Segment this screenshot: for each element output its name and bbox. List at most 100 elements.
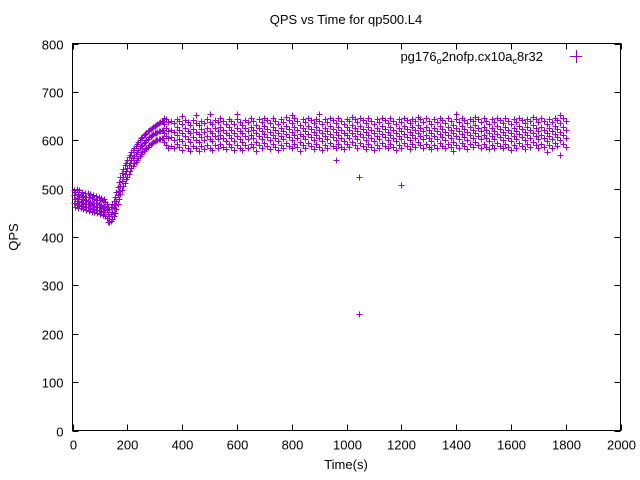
- data-point-marker: [308, 126, 315, 133]
- data-point-marker: [308, 117, 315, 124]
- data-point-marker: [196, 139, 203, 146]
- data-point-marker: [228, 118, 235, 125]
- data-point-marker: [385, 145, 392, 152]
- data-point-marker: [549, 136, 556, 143]
- data-point-marker: [500, 120, 507, 127]
- data-point-marker: [412, 135, 419, 142]
- data-point-marker: [428, 146, 435, 153]
- data-point-marker: [256, 116, 263, 123]
- data-point-marker: [215, 128, 222, 135]
- data-point-marker: [541, 118, 548, 125]
- data-point-marker: [201, 129, 208, 136]
- data-point-marker: [286, 117, 293, 124]
- data-point-marker: [161, 121, 168, 128]
- data-point-marker: [253, 139, 260, 146]
- data-point-marker: [231, 147, 238, 154]
- data-point-marker: [464, 137, 471, 144]
- data-point-marker: [404, 143, 411, 150]
- data-point-marker: [417, 125, 424, 132]
- data-point-marker: [456, 145, 463, 152]
- data-point-marker: [193, 145, 200, 152]
- data-point-marker: [527, 144, 534, 151]
- data-point-marker: [319, 130, 326, 137]
- data-point-marker: [563, 144, 570, 151]
- data-point-marker: [448, 135, 455, 142]
- data-point-marker: [234, 111, 241, 118]
- data-point-marker: [204, 125, 211, 132]
- data-point-marker: [546, 142, 553, 149]
- data-point-marker: [357, 140, 364, 147]
- data-point-marker: [313, 132, 320, 139]
- data-point-marker: [201, 137, 208, 144]
- data-point-marker: [522, 120, 529, 127]
- data-point-marker: [483, 127, 490, 134]
- data-point-marker: [464, 120, 471, 127]
- data-point-marker: [472, 130, 479, 137]
- data-point-marker: [486, 130, 493, 137]
- data-point-marker: [261, 140, 268, 147]
- data-point-marker: [333, 120, 340, 127]
- data-point-marker: [119, 170, 126, 177]
- data-point-marker: [117, 191, 124, 198]
- data-point-marker: [502, 124, 509, 131]
- chart-title: QPS vs Time for qp500.L4: [270, 12, 422, 27]
- data-point-marker: [223, 138, 230, 145]
- data-point-marker: [335, 132, 342, 139]
- data-point-marker: [264, 143, 271, 150]
- data-point-marker: [434, 136, 441, 143]
- data-point-marker: [557, 120, 564, 127]
- data-point-marker: [475, 133, 482, 140]
- data-point-marker: [126, 171, 133, 178]
- data-point-marker: [420, 128, 427, 135]
- data-point-marker: [508, 147, 515, 154]
- data-point-marker: [115, 201, 122, 208]
- data-point-marker: [360, 126, 367, 133]
- data-point-marker: [376, 136, 383, 143]
- data-point-marker: [456, 128, 463, 135]
- data-point-marker: [428, 121, 435, 128]
- data-point-marker: [319, 138, 326, 145]
- data-point-marker: [209, 147, 216, 154]
- data-point-marker: [439, 117, 446, 124]
- data-point-marker: [283, 131, 290, 138]
- data-point-marker: [179, 130, 186, 137]
- data-point-marker: [330, 126, 337, 133]
- data-point-marker: [407, 120, 414, 127]
- data-point-marker: [453, 111, 460, 118]
- data-point-marker: [368, 127, 375, 134]
- data-point-marker: [267, 146, 274, 153]
- data-point-marker: [253, 148, 260, 155]
- data-point-marker: [445, 132, 452, 139]
- data-point-marker: [333, 145, 340, 152]
- data-point-marker: [259, 136, 266, 143]
- data-point-marker: [557, 112, 564, 119]
- data-point-marker: [217, 124, 224, 131]
- data-point-marker: [461, 134, 468, 141]
- data-point-marker: [439, 126, 446, 133]
- data-point-marker: [231, 138, 238, 145]
- data-point-marker: [283, 114, 290, 121]
- data-point-marker: [302, 128, 309, 135]
- data-point-marker: [250, 144, 257, 151]
- data-point-marker: [398, 136, 405, 143]
- data-point-marker: [563, 118, 570, 125]
- data-point-marker: [546, 125, 553, 132]
- y-tick-label: 300: [42, 279, 64, 294]
- data-point-marker: [535, 145, 542, 152]
- data-point-marker: [182, 125, 189, 132]
- data-point-marker: [349, 122, 356, 129]
- data-point-marker: [464, 146, 471, 153]
- data-point-marker: [112, 202, 119, 209]
- data-point-marker: [554, 143, 561, 150]
- data-point-marker: [346, 118, 353, 125]
- data-point-marker: [204, 116, 211, 123]
- data-point-marker: [357, 131, 364, 138]
- data-point-marker: [442, 137, 449, 144]
- data-point-marker: [239, 122, 246, 129]
- data-point-marker: [368, 144, 375, 151]
- data-point-marker: [193, 112, 200, 119]
- data-point-marker: [417, 133, 424, 140]
